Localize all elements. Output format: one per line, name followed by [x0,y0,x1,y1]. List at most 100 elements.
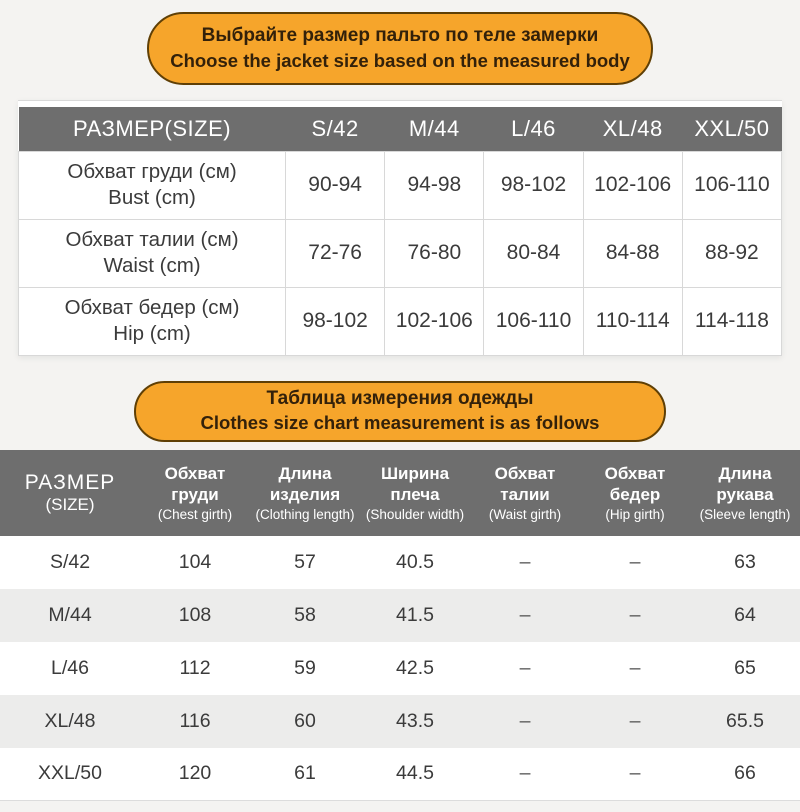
body-size-table: РАЗМЕР(SIZE) S/42 M/44 L/46 XL/48 XXL/50… [17,107,783,356]
body-measurement-card: РАЗМЕР(SIZE) S/42 M/44 L/46 XL/48 XXL/50… [17,100,783,356]
row-size-label: L/46 [51,656,89,679]
col-shoulder-width-ru: Ширина плеча [380,463,450,504]
cell-value: 108 [178,603,212,626]
garment-size-table: РАЗМЕР (SIZE) Обхват груди (Chest girth)… [0,449,800,802]
col-waist-girth: Обхват талии (Waist girth) [470,449,580,536]
size-col-xl48: XL/48 [583,107,683,151]
cell-value: 63 [734,550,756,573]
cell-value: 44.5 [396,762,434,785]
waist-label-en: Waist (cm) [103,254,201,277]
bust-value: 102-106 [582,150,683,220]
cell-value: – [629,762,641,785]
cell-value: 61 [294,762,316,785]
table-row-xl48: XL/48 116 60 43.5 – – 65.5 [0,694,800,748]
cell-value: – [519,762,531,785]
bust-value: 106-110 [681,150,783,220]
col-waist-girth-ru: Обхват талии [494,463,556,504]
table-row-l46: L/46 112 59 42.5 – – 65 [0,641,800,695]
choose-size-banner: Выбрайте размер пальто по теле замерки C… [147,12,653,85]
waist-row-label: Обхват талии (см) Waist (cm) [17,218,287,288]
col-sleeve-length-en: (Sleeve length) [699,507,791,523]
garment-size-header: РАЗМЕР (SIZE) [0,449,140,536]
col-shoulder-width: Ширина плеча (Shoulder width) [360,449,470,536]
col-hip-girth-en: (Hip girth) [605,507,665,523]
cell-value: 65.5 [726,709,764,732]
hip-label-en: Hip (cm) [113,322,191,345]
cell-value: – [629,603,641,626]
cell-value: 58 [294,603,316,626]
bust-value: 98-102 [483,150,584,220]
cell-value: 112 [179,656,211,679]
table-row-waist: Обхват талии (см) Waist (cm) 72-76 76-80… [17,218,783,288]
row-size-label: XXL/50 [38,762,102,785]
cell-value: 42.5 [396,656,434,679]
hip-value: 102-106 [384,286,485,356]
col-chest-girth-en: (Chest girth) [157,507,233,523]
cell-value: – [629,709,641,732]
row-size-label: S/42 [49,550,91,573]
hip-value: 114-118 [681,286,783,356]
col-clothing-length-en: (Clothing length) [255,507,355,523]
hip-value: 106-110 [483,286,584,356]
cell-value: – [519,550,531,573]
col-chest-girth: Обхват груди (Chest girth) [140,449,250,536]
table-row-xxl50: XXL/50 120 61 44.5 – – 66 [0,747,800,801]
hip-row-label: Обхват бедер (см) Hip (cm) [17,286,287,356]
col-clothing-length-ru: Длина изделия [269,463,341,504]
col-sleeve-length-ru: Длина рукава [716,463,774,504]
col-chest-girth-ru: Обхват груди [164,463,226,504]
cell-value: 104 [178,550,212,573]
cell-value: 116 [179,709,211,732]
choose-size-banner-en: Choose the jacket size based on the meas… [170,49,630,71]
cell-value: 41.5 [396,603,434,626]
col-hip-girth: Обхват бедер (Hip girth) [580,449,690,536]
cell-value: 65 [734,656,756,679]
garment-size-header-en: (SIZE) [45,494,95,514]
garment-table-header-row: РАЗМЕР (SIZE) Обхват груди (Chest girth)… [0,449,800,536]
cell-value: – [519,709,531,732]
cell-value: – [629,656,641,679]
cell-value: 66 [734,762,756,785]
cell-value: 60 [294,709,316,732]
hip-value: 98-102 [285,286,386,356]
garment-size-header-ru: РАЗМЕР [24,470,116,494]
cell-value: 64 [734,603,756,626]
waist-label-ru: Обхват талии (см) [65,228,239,252]
row-size-label: XL/48 [44,709,96,732]
cell-value: 59 [294,656,316,679]
waist-value: 84-88 [582,218,683,288]
hip-label-ru: Обхват бедер (см) [64,296,240,320]
col-clothing-length: Длина изделия (Clothing length) [250,449,360,536]
row-size-label: M/44 [48,603,92,626]
table-row-hip: Обхват бедер (см) Hip (cm) 98-102 102-10… [17,286,783,356]
clothes-chart-banner-ru: Таблица измерения одежды [266,387,534,409]
table-row-s42: S/42 104 57 40.5 – – 63 [0,535,800,589]
bust-value: 94-98 [384,150,485,220]
bust-value: 90-94 [285,150,386,220]
cell-value: 43.5 [396,709,434,732]
cell-value: – [519,656,531,679]
cell-value: – [519,603,531,626]
col-waist-girth-en: (Waist girth) [488,507,562,523]
table-row-bust: Обхват груди (см) Bust (cm) 90-94 94-98 … [17,150,783,220]
col-hip-girth-ru: Обхват бедер [604,463,666,504]
waist-value: 76-80 [384,218,485,288]
body-size-table-header-row: РАЗМЕР(SIZE) S/42 M/44 L/46 XL/48 XXL/50 [18,107,782,151]
waist-value: 88-92 [681,218,783,288]
waist-value: 80-84 [483,218,584,288]
bust-label-ru: Обхват груди (см) [67,160,237,184]
cell-value: 57 [294,550,316,573]
clothes-chart-banner: Таблица измерения одежды Clothes size ch… [134,380,666,442]
size-col-m44: M/44 [384,107,484,151]
waist-value: 72-76 [285,218,386,288]
clothes-chart-banner-en: Clothes size chart measurement is as fol… [200,412,600,434]
hip-value: 110-114 [582,286,683,356]
choose-size-banner-ru: Выбрайте размер пальто по теле замерки [201,25,599,47]
size-col-l46: L/46 [483,107,584,151]
bust-label-en: Bust (cm) [108,186,196,209]
size-header-label: РАЗМЕР(SIZE) [18,107,286,151]
size-col-s42: S/42 [285,107,385,151]
col-sleeve-length: Длина рукава (Sleeve length) [690,449,800,536]
cell-value: 40.5 [396,550,434,573]
col-shoulder-width-en: (Shoulder width) [365,507,465,523]
